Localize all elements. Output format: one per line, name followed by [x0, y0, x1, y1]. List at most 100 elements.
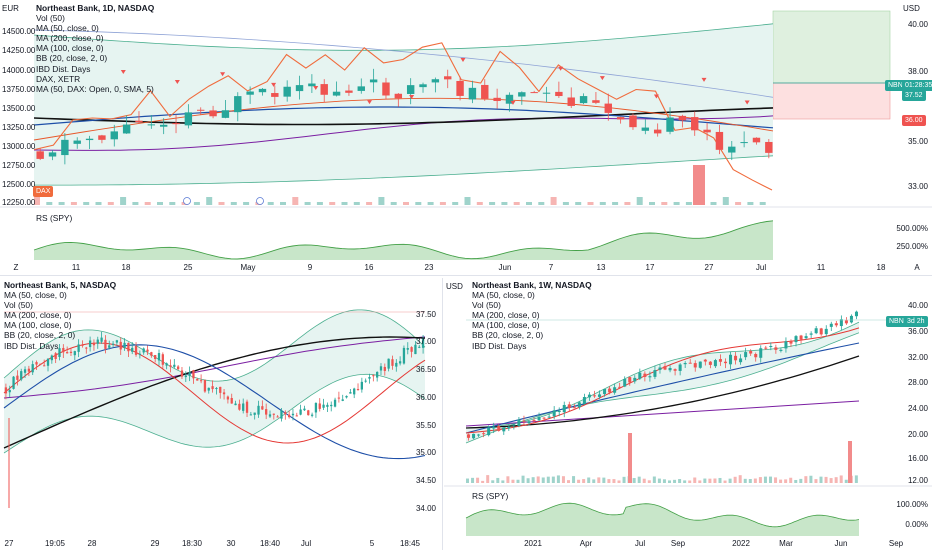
- br-legend: Northeast Bank, 1W, NASDAQ MA (50, close…: [472, 280, 592, 351]
- candle-body: [512, 424, 516, 426]
- time-tick: 18: [121, 263, 131, 272]
- bl-legend-line[interactable]: MA (50, close, 0): [4, 290, 67, 301]
- volume-bar: [526, 202, 532, 205]
- br-legend-line[interactable]: IBD Dist. Days: [472, 340, 527, 351]
- br-legend-line[interactable]: MA (200, close, 0): [472, 310, 540, 321]
- volume-bar: [668, 480, 671, 483]
- volume-bar: [652, 476, 656, 483]
- volume-bar: [622, 476, 626, 483]
- dist-day-marker: [510, 100, 516, 105]
- bl-legend-line[interactable]: IBD Dist. Days: [4, 340, 59, 351]
- top-chart-canvas[interactable]: [0, 0, 932, 272]
- pane-separator-vertical[interactable]: [442, 278, 443, 550]
- bl-legend-line[interactable]: Vol (50): [4, 300, 33, 311]
- volume-bar: [624, 202, 631, 205]
- top-legend-line[interactable]: MA (100, close, 0): [36, 43, 104, 54]
- candle-body: [698, 361, 702, 368]
- candle-body: [613, 387, 617, 393]
- candle-body: [477, 434, 481, 436]
- br-legend-line[interactable]: Vol (50): [472, 300, 501, 311]
- candle-body: [666, 117, 674, 132]
- top-legend-line[interactable]: MA (200, close, 0): [36, 33, 104, 44]
- candle-body: [287, 414, 291, 418]
- pane-separator[interactable]: [0, 275, 932, 276]
- bl-legend-title[interactable]: Northeast Bank, 5, NASDAQ: [4, 280, 117, 290]
- candle-body: [345, 90, 353, 93]
- right-axis-tick: 33.00: [907, 182, 928, 191]
- candle-body: [207, 387, 210, 391]
- candle-body: [643, 373, 647, 377]
- volume-bar: [34, 197, 40, 205]
- top-chart-pane[interactable]: EUR USD Northeast Bank, 1D, NASDAQ Vol (…: [0, 0, 932, 272]
- top-legend-line[interactable]: DAX, XETR: [36, 73, 81, 84]
- left-axis-tick: 14250.00: [2, 46, 36, 55]
- top-left-axis[interactable]: 14500.00 14250.00 14000.00 13750.00 1350…: [0, 0, 36, 210]
- br-right-axis[interactable]: 40.00 36.00 32.00 28.00 24.00 20.00 16.0…: [888, 278, 932, 488]
- bl-right-axis[interactable]: 37.50 37.00 36.50 36.00 35.50 35.00 34.5…: [400, 278, 440, 538]
- candle-body: [291, 413, 295, 416]
- candle-body: [542, 92, 551, 94]
- bl-legend-line[interactable]: MA (200, close, 0): [4, 310, 72, 321]
- candle-body: [188, 372, 191, 376]
- br-legend-line[interactable]: MA (50, close, 0): [472, 290, 535, 301]
- top-right-axis[interactable]: 40.00 38.00 35.00 33.00: [890, 0, 932, 210]
- bottom-left-canvas[interactable]: [0, 278, 440, 550]
- candle-body: [391, 359, 394, 366]
- candle-body: [376, 371, 379, 378]
- time-tick: 25: [183, 263, 193, 272]
- candle-body: [603, 388, 607, 395]
- rs-axis: 500.00% 250.00%: [890, 210, 932, 260]
- candle-body: [663, 366, 667, 370]
- ma-red-line: [3, 342, 426, 444]
- top-legend: Northeast Bank, 1D, NASDAQ Vol (50) MA (…: [36, 3, 154, 94]
- volume-bar: [722, 197, 729, 205]
- br-legend-line[interactable]: BB (20, close, 2, 0): [472, 330, 544, 341]
- volume-bar: [769, 476, 772, 483]
- candle-body: [61, 139, 69, 156]
- volume-bar: [839, 475, 843, 483]
- top-time-axis[interactable]: Z 11 18 25 May 9 16 23 Jun 7 13 17 27 Ju…: [0, 262, 932, 272]
- bl-time-axis[interactable]: 27 19:05 28 29 18:30 30 18:40 Jul 5 18:4…: [0, 538, 440, 550]
- volume-bar: [541, 477, 545, 483]
- candle-body: [749, 351, 753, 354]
- volume-bar: [735, 202, 742, 205]
- volume-bar: [612, 479, 616, 483]
- candle-body: [122, 124, 131, 134]
- br-legend-title[interactable]: Northeast Bank, 1W, NASDAQ: [472, 280, 592, 290]
- volume-bar: [466, 478, 469, 483]
- top-legend-line[interactable]: MA (50, close, 0): [36, 23, 99, 34]
- top-legend-title[interactable]: Northeast Bank, 1D, NASDAQ: [36, 3, 155, 13]
- candle-body: [127, 342, 130, 352]
- volume-bar: [688, 480, 692, 483]
- br-legend-line[interactable]: MA (100, close, 0): [472, 320, 540, 331]
- br-rs-label[interactable]: RS (SPY): [472, 491, 509, 501]
- volume-bar: [789, 477, 793, 483]
- candle-body: [295, 415, 298, 417]
- candle-body: [678, 115, 687, 121]
- candle-body: [39, 363, 42, 365]
- rs-label[interactable]: RS (SPY): [36, 213, 73, 223]
- bottom-left-chart-pane[interactable]: Northeast Bank, 5, NASDAQ MA (50, close,…: [0, 278, 440, 550]
- bl-legend-line[interactable]: MA (100, close, 0): [4, 320, 72, 331]
- top-legend-line[interactable]: Vol (50): [36, 13, 65, 24]
- candle-body: [410, 347, 413, 352]
- bl-legend-line[interactable]: BB (20, close, 2, 0): [4, 330, 76, 341]
- candle-body: [345, 395, 348, 398]
- top-legend-line[interactable]: MA (50, DAX: Open, 0, SMA, 5): [36, 83, 154, 94]
- bottom-right-chart-pane[interactable]: USD Northeast Bank, 1W, NASDAQ MA (50, c…: [444, 278, 932, 550]
- candle-body: [4, 387, 8, 394]
- bl-time-tick: 5: [369, 539, 375, 548]
- candle-body: [249, 414, 253, 416]
- br-time-axis[interactable]: 2021 Apr Jul Sep 2022 Mar Jun Sep: [444, 538, 932, 550]
- candle-body: [157, 353, 161, 361]
- candle-body: [100, 337, 103, 342]
- volume-bar: [738, 475, 742, 483]
- bottom-right-canvas[interactable]: [444, 278, 932, 550]
- top-legend-line[interactable]: BB (20, close, 2, 0): [36, 53, 108, 64]
- candle-body: [50, 355, 53, 361]
- top-legend-line[interactable]: IBD Dist. Days: [36, 63, 91, 74]
- candle-body: [173, 364, 176, 367]
- candle-body: [744, 352, 748, 358]
- candle-body: [794, 336, 798, 343]
- candle-body: [27, 368, 31, 372]
